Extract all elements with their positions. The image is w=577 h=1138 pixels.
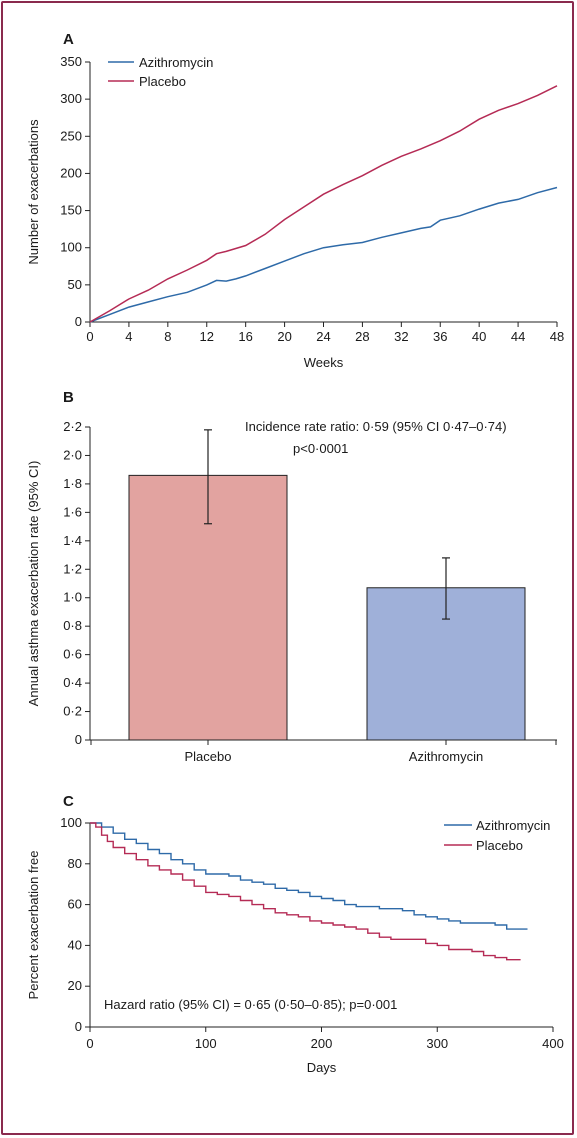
panel-b-annotation-p: p<0·0001 <box>293 441 348 456</box>
panel-c-y-tick-label: 40 <box>68 937 82 952</box>
panel-b-y-tick-label: 0 <box>75 732 82 747</box>
panel-a-label: A <box>63 31 74 48</box>
panel-c-series-azithromycin <box>90 822 528 930</box>
panel-c-y-tick-label: 80 <box>68 856 82 871</box>
panel-b-annotation-ratio: Incidence rate ratio: 0·59 (95% CI 0·47–… <box>245 419 507 434</box>
panel-b-y-tick-label: 1·8 <box>63 476 82 491</box>
panel-b-y-tick-label: 1·0 <box>63 590 82 605</box>
panel-c-x-axis-label: Days <box>307 1060 337 1075</box>
panel-a-x-tick-label: 20 <box>277 329 291 344</box>
panel-b-y-tick-label: 0·8 <box>63 618 82 633</box>
panel-b-category-label-placebo: Placebo <box>185 749 232 764</box>
panel-a-y-tick-label: 50 <box>68 277 82 292</box>
panel-c-y-tick-label: 0 <box>75 1019 82 1034</box>
panel-a-x-tick-label: 16 <box>238 329 252 344</box>
panel-b-category-label-azithromycin: Azithromycin <box>409 749 483 764</box>
panel-c-x-tick-label: 200 <box>311 1036 333 1051</box>
panel-a-y-tick-label: 0 <box>75 314 82 329</box>
panel-a-x-tick-label: 24 <box>316 329 330 344</box>
panel-a-legend-azithromycin: Azithromycin <box>139 55 213 70</box>
panel-a-x-axis-label: Weeks <box>304 355 344 370</box>
panel-a-x-tick-label: 4 <box>125 329 132 344</box>
panel-a-series-azithromycin <box>89 186 558 323</box>
panel-c-series-placebo <box>90 822 521 961</box>
panel-a-x-tick-label: 44 <box>511 329 525 344</box>
panel-c-annotation-hazard-ratio: Hazard ratio (95% CI) = 0·65 (0·50–0·85)… <box>104 997 397 1012</box>
panel-c-x-tick-label: 400 <box>542 1036 564 1051</box>
panel-a-y-tick-label: 350 <box>60 54 82 69</box>
panel-a-y-tick-label: 100 <box>60 240 82 255</box>
panel-b-y-axis-label: Annual asthma exacerbation rate (95% CI) <box>26 461 41 707</box>
panel-c-x-tick-label: 0 <box>86 1036 93 1051</box>
panel-a-x-tick-label: 12 <box>200 329 214 344</box>
panel-c-y-axis-label: Percent exacerbation free <box>26 851 41 1000</box>
panel-b-y-tick-label: 0·4 <box>63 675 82 690</box>
panel-a-x-tick-label: 28 <box>355 329 369 344</box>
panel-c-y-tick-label: 60 <box>68 897 82 912</box>
panel-c-label: C <box>63 793 74 810</box>
panel-a-y-axis-label: Number of exacerbations <box>26 119 41 265</box>
panel-c-y-tick-label: 20 <box>68 978 82 993</box>
panel-a-legend-placebo: Placebo <box>139 74 186 89</box>
panel-b-y-tick-label: 0·2 <box>63 704 82 719</box>
panel-a-series-placebo <box>89 85 558 323</box>
panel-b-y-tick-label: 2·2 <box>63 419 82 434</box>
panel-a-x-tick-label: 40 <box>472 329 486 344</box>
panel-a-y-tick-label: 150 <box>60 203 82 218</box>
panel-a-y-tick-label: 200 <box>60 165 82 180</box>
panel-a-x-tick-label: 32 <box>394 329 408 344</box>
panel-a-x-tick-label: 48 <box>550 329 564 344</box>
panel-a-y-tick-label: 300 <box>60 91 82 106</box>
panel-b-y-tick-label: 0·6 <box>63 647 82 662</box>
panel-b-y-tick-label: 2·0 <box>63 447 82 462</box>
panel-a-x-tick-label: 8 <box>164 329 171 344</box>
panel-b-label: B <box>63 389 74 406</box>
panel-c-x-tick-label: 100 <box>195 1036 217 1051</box>
panel-a-x-tick-label: 36 <box>433 329 447 344</box>
panel-c-x-tick-label: 300 <box>426 1036 448 1051</box>
panel-a-y-tick-label: 250 <box>60 128 82 143</box>
panel-b-y-tick-label: 1·4 <box>63 533 82 548</box>
panel-c-legend-azithromycin: Azithromycin <box>476 818 550 833</box>
panel-a-x-tick-label: 0 <box>86 329 93 344</box>
panel-c-legend-placebo: Placebo <box>476 838 523 853</box>
panel-b-y-tick-label: 1·6 <box>63 504 82 519</box>
panel-c-y-tick-label: 100 <box>60 815 82 830</box>
panel-b-y-tick-label: 1·2 <box>63 561 82 576</box>
